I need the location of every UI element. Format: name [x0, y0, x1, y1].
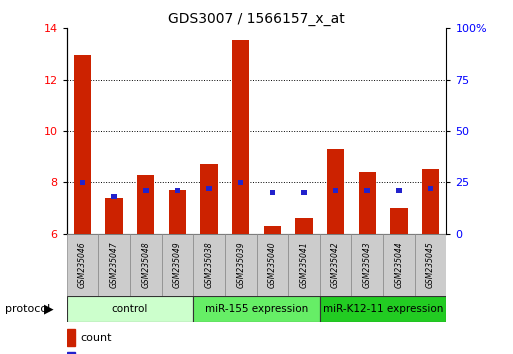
Bar — [111, 194, 117, 199]
Bar — [143, 188, 149, 193]
Bar — [333, 188, 339, 193]
Bar — [130, 234, 162, 296]
Text: GSM235045: GSM235045 — [426, 241, 435, 288]
Bar — [428, 186, 433, 191]
Bar — [106, 198, 123, 234]
Text: GSM235044: GSM235044 — [394, 241, 403, 288]
Bar — [288, 234, 320, 296]
Text: miR-155 expression: miR-155 expression — [205, 304, 308, 314]
Bar — [396, 188, 402, 193]
Bar — [295, 218, 312, 234]
Bar — [422, 170, 439, 234]
Bar — [232, 40, 249, 234]
Bar — [359, 172, 376, 234]
Bar — [390, 208, 407, 234]
Text: control: control — [112, 304, 148, 314]
Text: count: count — [80, 333, 111, 343]
Bar — [162, 234, 193, 296]
Bar — [264, 226, 281, 234]
Bar — [206, 186, 212, 191]
Bar — [301, 190, 307, 195]
Bar — [174, 188, 180, 193]
Bar — [364, 188, 370, 193]
Bar — [169, 190, 186, 234]
Bar — [137, 175, 154, 234]
Bar — [67, 352, 75, 354]
Text: GSM235047: GSM235047 — [110, 241, 119, 288]
Bar — [415, 234, 446, 296]
Bar — [193, 234, 225, 296]
Bar — [80, 180, 85, 185]
Bar — [327, 149, 344, 234]
Bar — [383, 234, 415, 296]
Text: GSM235041: GSM235041 — [300, 241, 308, 288]
Text: GSM235042: GSM235042 — [331, 241, 340, 288]
Bar — [256, 234, 288, 296]
Text: miR-K12-11 expression: miR-K12-11 expression — [323, 304, 443, 314]
Text: GSM235040: GSM235040 — [268, 241, 277, 288]
Bar — [193, 296, 320, 322]
Bar — [320, 296, 446, 322]
Text: ▶: ▶ — [44, 302, 53, 315]
Bar — [74, 55, 91, 234]
Bar — [201, 164, 218, 234]
Text: GSM235049: GSM235049 — [173, 241, 182, 288]
Text: protocol: protocol — [5, 304, 50, 314]
Text: GSM235046: GSM235046 — [78, 241, 87, 288]
Text: GSM235043: GSM235043 — [363, 241, 372, 288]
Bar — [67, 329, 75, 346]
Bar — [67, 234, 98, 296]
Bar — [238, 180, 244, 185]
Bar — [320, 234, 351, 296]
Text: GSM235039: GSM235039 — [236, 241, 245, 288]
Text: GSM235048: GSM235048 — [141, 241, 150, 288]
Bar — [351, 234, 383, 296]
Bar — [67, 296, 193, 322]
Text: GSM235038: GSM235038 — [205, 241, 213, 288]
Bar — [225, 234, 256, 296]
Text: GDS3007 / 1566157_x_at: GDS3007 / 1566157_x_at — [168, 12, 345, 27]
Bar — [269, 190, 275, 195]
Bar — [98, 234, 130, 296]
